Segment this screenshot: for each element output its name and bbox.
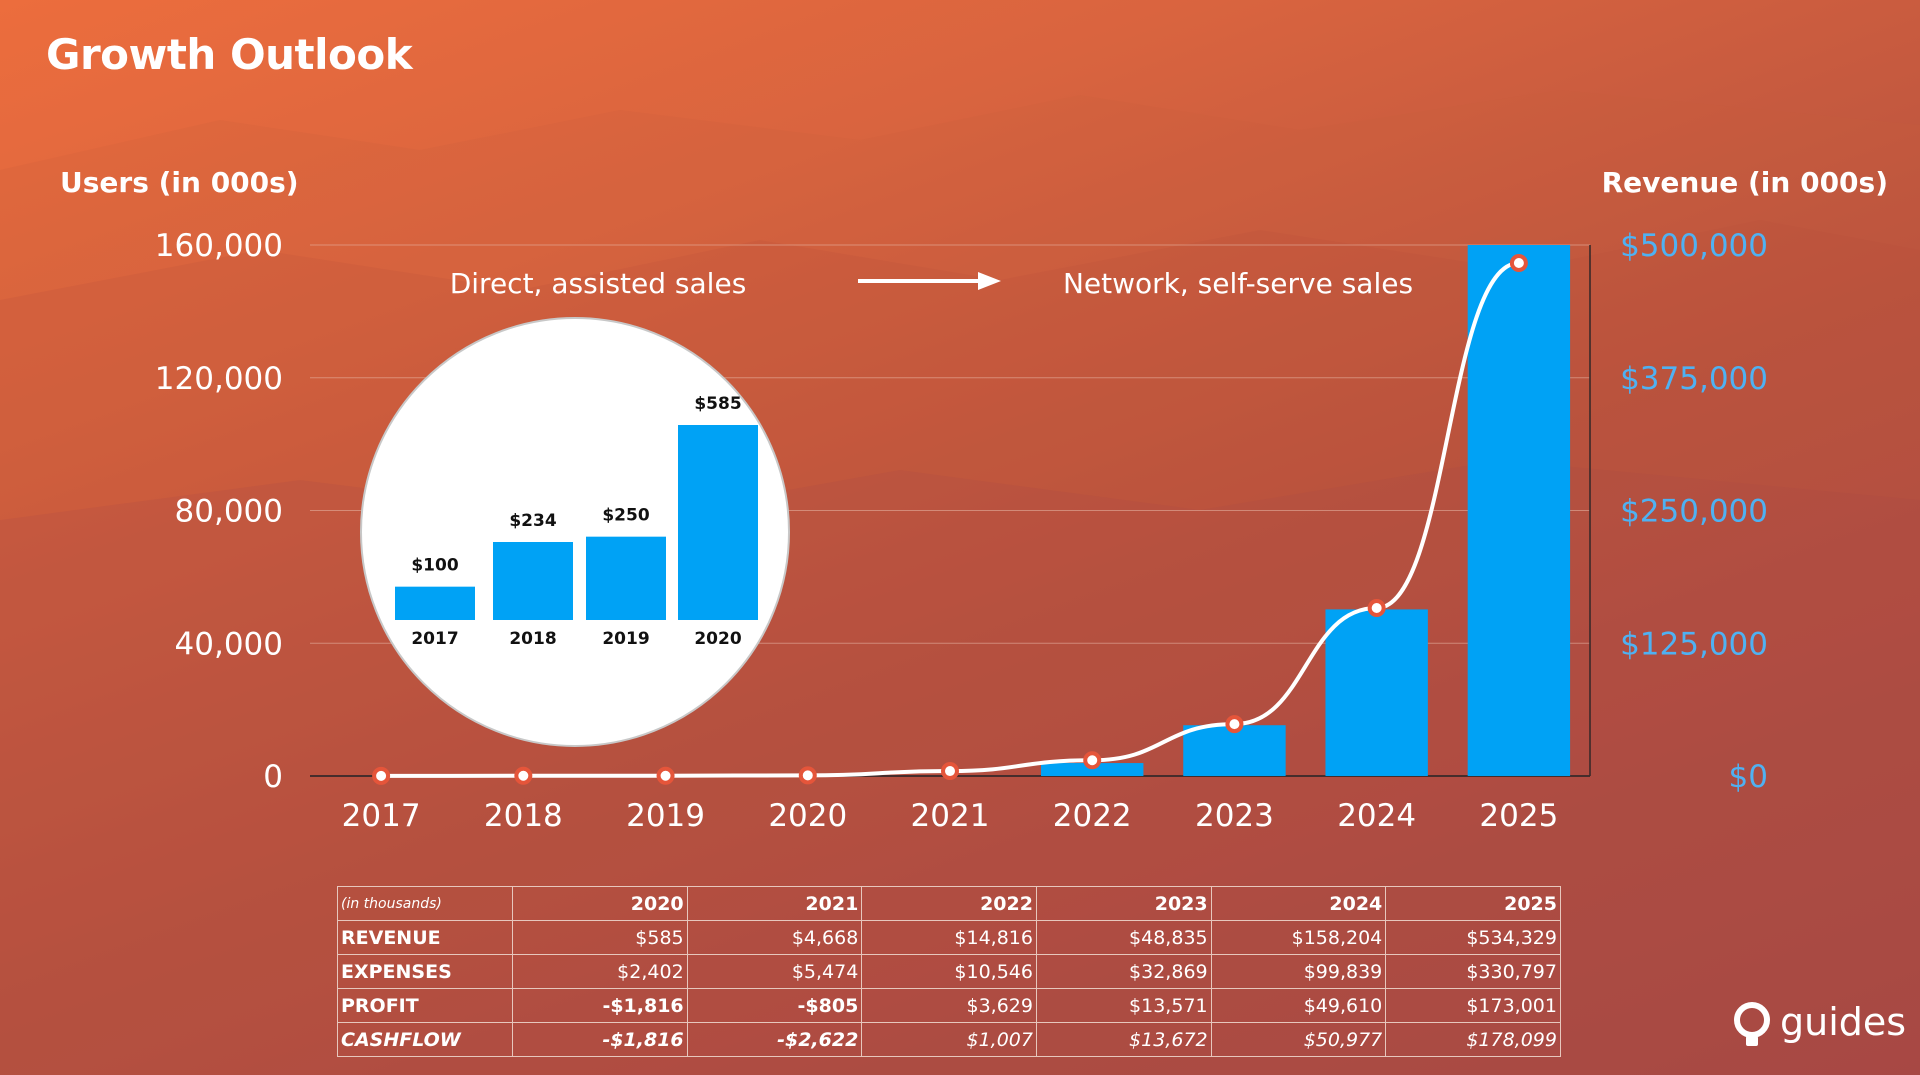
x-axis-tick-label: 2021 — [911, 798, 990, 834]
inset-value-label: $234 — [509, 511, 556, 531]
table-cell: $13,672 — [1035, 1022, 1212, 1057]
left-axis-tick-label: 160,000 — [155, 228, 283, 264]
table-cell: $99,839 — [1210, 954, 1387, 989]
inset-value-label: $585 — [694, 394, 741, 414]
revenue-point — [372, 766, 391, 785]
growth-chart: 0 $0 40,000 $125,000 80,000 $250,000 120,000 $3… — [155, 228, 1768, 834]
table-cell: $50,977 — [1210, 1022, 1387, 1057]
right-axis-tick-label: $375,000 — [1620, 361, 1768, 397]
revenue-point — [1509, 254, 1528, 272]
table-cell: $5,474 — [686, 954, 863, 989]
inset-value-label: $250 — [602, 506, 649, 526]
left-axis-tick-label: 40,000 — [175, 626, 283, 662]
x-axis-tick-label: 2023 — [1195, 798, 1274, 834]
guides-logo: guides — [1730, 1000, 1906, 1052]
inset-category-label: 2020 — [694, 629, 741, 649]
table-row: CASHFLOW -$1,816 -$2,622 $1,007 $13,672 $50,9… — [337, 1022, 1561, 1057]
right-axis-tick-label: $250,000 — [1620, 494, 1768, 530]
table-row: REVENUE $585 $4,668 $14,816 $48,835 $158,204 $… — [337, 920, 1561, 955]
table-cell: -$1,816 — [512, 1022, 688, 1057]
inset-value-label: $100 — [411, 556, 458, 576]
page-title: Growth Outlook — [46, 30, 413, 79]
x-axis-tick-label: 2020 — [768, 798, 847, 834]
revenue-point — [1083, 751, 1102, 770]
revenue-point — [514, 766, 533, 785]
users-bar — [1041, 763, 1144, 776]
table-cell: $178,099 — [1385, 1022, 1561, 1057]
table-cell: $1,007 — [861, 1022, 1037, 1057]
table-cell: $32,869 — [1035, 954, 1212, 989]
table-row: EXPENSES $2,402 $5,474 $10,546 $32,869 $99,83… — [337, 954, 1561, 989]
financials-table: (in thousands) 2020 2021 2022 2023 2024 … — [337, 886, 1561, 1057]
annotation-right: Network, self-serve sales — [1063, 267, 1413, 300]
column-header: 2023 — [1035, 886, 1212, 921]
table-cell: -$805 — [686, 988, 863, 1023]
table-cell: $10,546 — [861, 954, 1037, 989]
logo-text: guides — [1780, 1000, 1907, 1044]
right-axis-tick-label: $125,000 — [1620, 626, 1768, 662]
revenue-point — [798, 766, 817, 785]
revenue-line — [381, 261, 1520, 778]
table-cell: $330,797 — [1385, 954, 1561, 989]
table-cell: $3,629 — [861, 988, 1037, 1023]
table-cell: $49,610 — [1210, 988, 1387, 1023]
left-axis-tick-label: 0 — [263, 759, 283, 795]
row-label: EXPENSES — [337, 954, 513, 989]
users-bar — [1183, 725, 1286, 776]
right-axis-tick-label: $0 — [1729, 759, 1768, 795]
inset-bar — [586, 536, 666, 620]
inset-bar — [493, 542, 573, 620]
table-cell: -$1,816 — [512, 988, 688, 1023]
column-header: 2024 — [1210, 886, 1387, 921]
x-axis-tick-label: 2022 — [1053, 798, 1132, 834]
lightbulb-icon — [1734, 1002, 1770, 1046]
table-row: PROFIT -$1,816 -$805 $3,629 $13,571 $49,610 $1… — [337, 988, 1561, 1023]
column-header: 2025 — [1385, 886, 1561, 921]
left-axis-tick-label: 80,000 — [175, 494, 283, 530]
column-header: 2022 — [861, 886, 1037, 921]
table-cell: $13,571 — [1035, 988, 1212, 1023]
inset-category-label: 2019 — [602, 629, 649, 649]
arrow-right-icon — [978, 272, 1001, 290]
column-header: 2020 — [512, 886, 688, 921]
right-axis-title: Revenue (in 000s) — [1601, 166, 1888, 199]
x-axis-tick-label: 2025 — [1479, 798, 1558, 834]
left-axis-tick-label: 120,000 — [155, 361, 283, 397]
x-axis-tick-label: 2017 — [342, 798, 421, 834]
revenue-point — [1225, 715, 1244, 734]
table-cell: $173,001 — [1385, 988, 1561, 1023]
row-label: CASHFLOW — [337, 1022, 513, 1057]
table-cell: $158,204 — [1210, 920, 1387, 955]
users-bar — [1325, 609, 1428, 776]
table-cell: $48,835 — [1035, 920, 1212, 955]
revenue-point — [1367, 598, 1386, 617]
inset-bar — [678, 425, 758, 620]
right-axis-tick-label: $500,000 — [1620, 228, 1768, 264]
inset-bar — [395, 586, 475, 620]
column-header: 2021 — [686, 886, 863, 921]
table-cell: -$2,622 — [686, 1022, 863, 1057]
inset-category-label: 2017 — [411, 629, 458, 649]
table-cell: $4,668 — [686, 920, 863, 955]
users-bar — [1467, 245, 1571, 776]
inset-category-label: 2018 — [509, 629, 556, 649]
table-cell: $14,816 — [861, 920, 1037, 955]
x-axis-tick-label: 2018 — [484, 798, 563, 834]
table-cell: $534,329 — [1385, 920, 1561, 955]
annotation-left: Direct, assisted sales — [450, 267, 747, 300]
row-label: REVENUE — [337, 920, 513, 955]
table-header-row: (in thousands) 2020 2021 2022 2023 2024 … — [337, 886, 1561, 921]
revenue-point — [656, 766, 675, 785]
row-label: PROFIT — [337, 988, 513, 1023]
x-axis-tick-label: 2024 — [1337, 798, 1416, 834]
table-unit-label: (in thousands) — [337, 886, 513, 921]
table-cell: $2,402 — [512, 954, 688, 989]
table-cell: $585 — [512, 920, 688, 955]
x-axis-tick-label: 2019 — [626, 798, 705, 834]
left-axis-title: Users (in 000s) — [60, 166, 299, 199]
revenue-point — [941, 762, 959, 781]
